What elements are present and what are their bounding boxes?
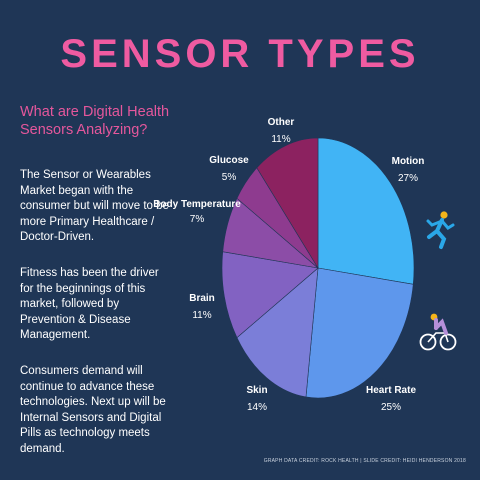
slice-label: Heart Rate: [366, 385, 416, 396]
slice-label: Skin: [246, 385, 267, 396]
slice-percent: 11%: [192, 310, 211, 321]
running-person-icon: [426, 211, 455, 249]
cyclist-icon: [419, 313, 457, 351]
slice-label: Glucose: [209, 155, 249, 166]
slice-percent: 27%: [398, 173, 418, 184]
pie-slices: [221, 137, 415, 399]
slice-percent: 5%: [222, 172, 237, 183]
pie-labels: Motion 27% Heart Rate 25% Skin 14% Brain 11% Bod…: [153, 117, 424, 413]
slice-percent: 14%: [247, 402, 267, 413]
slice-label: Body Temperature: [153, 199, 241, 210]
paragraph-fitness: Fitness has been the driver for the begi…: [20, 267, 159, 341]
slice-percent: 11%: [271, 134, 290, 145]
pie-slice-other: [256, 137, 319, 270]
paragraph-market: The Sensor or Wearables Market began wit…: [20, 169, 169, 243]
pie-slice-brain: [221, 251, 319, 339]
credit-line: GRAPH DATA CREDIT: ROCK HEALTH | SLIDE C…: [263, 458, 466, 464]
slice-label: Motion: [392, 156, 425, 167]
pie-slice-skin: [236, 267, 319, 398]
page-title: SENSOR TYPES: [60, 32, 420, 76]
question-heading: What are Digital Health Sensors Analyzin…: [20, 104, 170, 138]
slice-percent: 25%: [381, 402, 401, 413]
slice-label: Brain: [189, 293, 215, 304]
slice-percent: 7%: [190, 214, 205, 225]
pie-slice-heart-rate: [305, 267, 414, 399]
slice-label: Other: [268, 117, 295, 128]
pie-slice-motion: [317, 137, 415, 285]
paragraph-consumers: Consumers demand will continue to advanc…: [20, 365, 166, 455]
